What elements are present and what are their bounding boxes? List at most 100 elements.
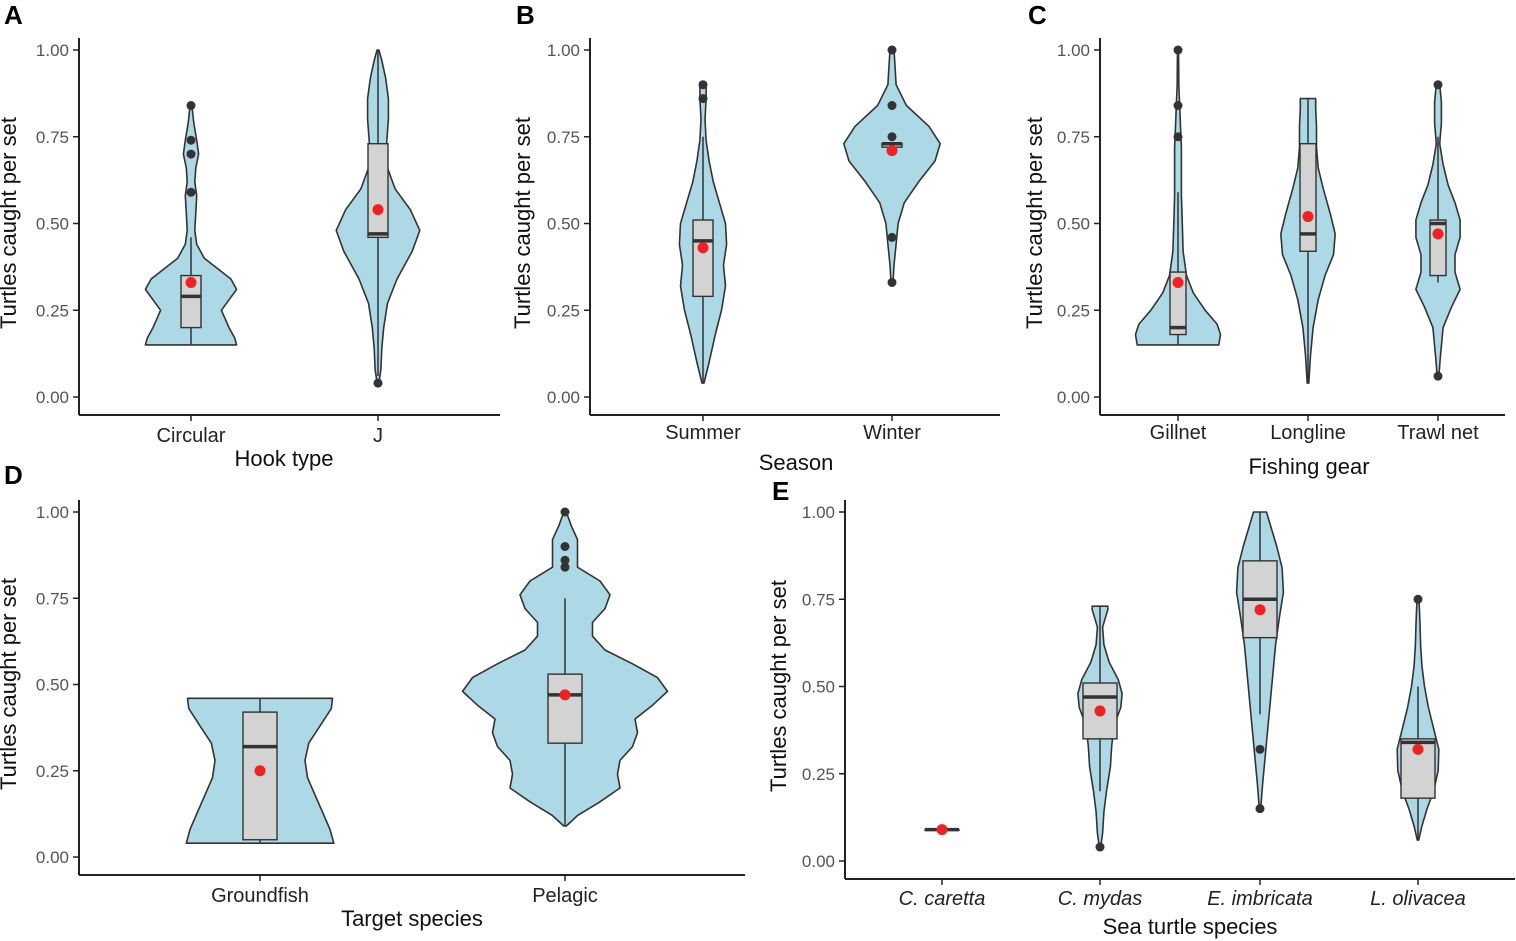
- outlier-point: [186, 149, 196, 159]
- mean-point: [559, 689, 571, 701]
- panel-letter: A: [4, 0, 23, 30]
- y-axis-title: Turtles caught per set: [766, 580, 791, 792]
- y-tick-label: 0.00: [36, 848, 69, 867]
- y-tick-label: 0.25: [36, 762, 69, 781]
- mean-point: [1302, 211, 1314, 223]
- box: [180, 274, 202, 329]
- y-tick-label: 0.25: [1057, 301, 1090, 320]
- x-category-label: C. mydas: [1058, 888, 1142, 910]
- y-tick-label: 0.50: [36, 676, 69, 695]
- outlier-point: [1173, 101, 1183, 111]
- outlier-point: [560, 507, 570, 517]
- outlier-point: [1095, 842, 1105, 852]
- y-tick-label: 0.25: [36, 301, 69, 320]
- x-category-label: C. caretta: [899, 888, 986, 910]
- outlier-point: [560, 542, 570, 551]
- outlier-point: [186, 101, 196, 111]
- y-tick-label: 0.75: [802, 590, 835, 609]
- outlier-point: [560, 562, 570, 572]
- panel-a: A 0.00 0.25 0.50 0.75 1.00 Circular J Hook type T…: [0, 0, 500, 471]
- x-axis-title: Fishing gear: [1248, 454, 1369, 479]
- y-tick-label: 0.50: [547, 215, 580, 234]
- outlier-point: [186, 135, 196, 145]
- mean-point: [1254, 604, 1266, 616]
- group-1: [335, 49, 421, 388]
- mean-point: [936, 824, 948, 836]
- panel-letter: E: [772, 476, 789, 506]
- outlier-point: [1433, 80, 1443, 90]
- outlier-point: [1173, 132, 1183, 142]
- y-tick-label: 1.00: [36, 503, 69, 522]
- outlier-point: [887, 45, 897, 55]
- y-tick-label: 0.00: [1057, 388, 1090, 407]
- x-category-label: Circular: [157, 425, 226, 447]
- mean-point: [1432, 228, 1444, 240]
- panel-c: C 0.00 0.25 0.50 0.75 1.00 Gillnet Longline Traw…: [1022, 0, 1505, 479]
- group-0: [1134, 45, 1222, 346]
- mean-point: [697, 242, 709, 254]
- y-tick-label: 0.00: [802, 852, 835, 871]
- outlier-point: [698, 94, 708, 104]
- x-category-label: L. olivacea: [1370, 888, 1466, 910]
- x-axis-title: Hook type: [234, 446, 333, 471]
- y-tick-label: 0.75: [36, 128, 69, 147]
- y-tick-label: 0.75: [1057, 128, 1090, 147]
- x-axis-title: Target species: [341, 906, 483, 931]
- y-axis-title: Turtles caught per set: [1022, 117, 1047, 329]
- mean-point: [1172, 276, 1184, 288]
- box: [547, 673, 583, 744]
- y-tick-label: 0.50: [1057, 215, 1090, 234]
- y-tick-label: 0.00: [547, 388, 580, 407]
- y-tick-label: 1.00: [36, 41, 69, 60]
- panel-letter: D: [4, 460, 23, 490]
- outlier-point: [1255, 804, 1265, 814]
- group-1: [461, 507, 669, 827]
- group-1: [1280, 97, 1336, 384]
- outlier-point: [887, 132, 897, 142]
- y-tick-label: 0.25: [802, 765, 835, 784]
- x-category-label: Longline: [1270, 422, 1346, 444]
- y-tick-label: 0.50: [36, 215, 69, 234]
- x-category-label: Pelagic: [532, 885, 598, 907]
- x-axis-title: Sea turtle species: [1103, 914, 1278, 939]
- panel-d: D 0.00 0.25 0.50 0.75 1.00 Groundfish Pelagic Ta…: [0, 460, 745, 931]
- mean-point: [372, 204, 384, 216]
- y-tick-label: 0.75: [36, 589, 69, 608]
- group-0: [144, 101, 238, 346]
- mean-point: [254, 765, 266, 777]
- y-tick-label: 0.50: [802, 678, 835, 697]
- outlier-point: [373, 378, 383, 388]
- mean-point: [1094, 705, 1106, 717]
- outlier-point: [1173, 45, 1183, 55]
- group-0: [185, 697, 335, 844]
- box: [1429, 219, 1447, 277]
- mean-point: [185, 276, 197, 288]
- outlier-point: [186, 187, 196, 197]
- mean-point: [1412, 743, 1424, 755]
- group-1: [1077, 605, 1123, 852]
- y-tick-label: 1.00: [547, 41, 580, 60]
- group-1: [843, 45, 941, 287]
- box: [367, 142, 389, 239]
- x-category-label: J: [373, 425, 383, 447]
- x-category-label: E. imbricata: [1207, 888, 1313, 910]
- x-category-label: Gillnet: [1150, 422, 1207, 444]
- box: [1169, 271, 1187, 336]
- outlier-point: [1413, 594, 1423, 604]
- x-category-label: Summer: [665, 422, 741, 444]
- y-axis-title: Turtles caught per set: [0, 578, 21, 790]
- panel-e: E 0.00 0.25 0.50 0.75 1.00 C. caretta C. mydas E…: [766, 476, 1515, 939]
- y-tick-label: 0.00: [36, 388, 69, 407]
- mean-point: [886, 145, 898, 157]
- y-tick-label: 0.25: [547, 301, 580, 320]
- panel-letter: C: [1028, 0, 1047, 30]
- group-2: [1415, 80, 1461, 381]
- outlier-point: [887, 232, 897, 242]
- group-2: [1235, 511, 1285, 814]
- outlier-point: [887, 101, 897, 111]
- x-category-label: Winter: [863, 422, 921, 444]
- box: [692, 219, 714, 298]
- x-category-label: Trawl net: [1397, 422, 1479, 444]
- panel-b: B 0.00 0.25 0.50 0.75 1.00 Summer Winter Season T…: [510, 0, 1000, 475]
